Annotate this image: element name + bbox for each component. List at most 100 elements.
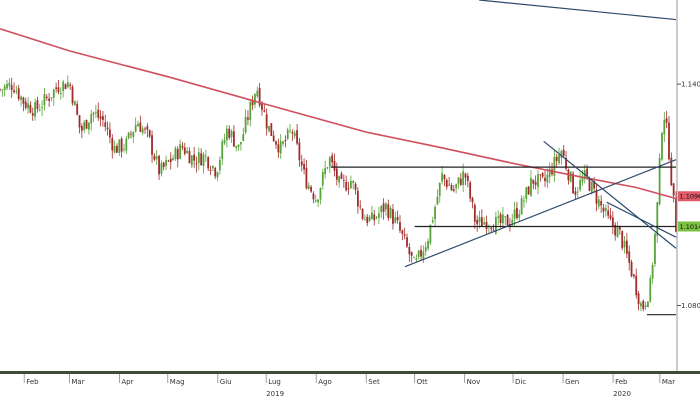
- x-tick-label: Ago: [318, 378, 332, 386]
- candle-body: [661, 132, 663, 160]
- candle-body: [106, 127, 109, 130]
- price-tags: 1.1096 1.1014: [678, 191, 700, 232]
- candle-body: [656, 202, 659, 236]
- candle-body: [279, 141, 282, 154]
- candle-body: [427, 241, 429, 249]
- candle-body: [160, 163, 163, 174]
- candle-body: [527, 186, 530, 195]
- candle-body: [73, 101, 76, 106]
- candle-body: [462, 171, 465, 185]
- candle-body: [305, 167, 308, 189]
- candle-body: [492, 229, 495, 231]
- candle-body: [466, 175, 469, 181]
- candle-body: [202, 154, 205, 166]
- candle-body: [410, 251, 413, 256]
- candle-body: [207, 157, 210, 169]
- candle-body: [125, 138, 128, 151]
- trendline: [479, 0, 677, 21]
- candle-body: [480, 217, 483, 227]
- candle-body: [523, 200, 525, 202]
- candle-body: [586, 168, 589, 176]
- candle-body: [450, 185, 453, 190]
- candle-body: [69, 84, 72, 86]
- candle-body: [368, 216, 371, 221]
- x-tick-label: Mar: [662, 378, 675, 386]
- candle-body: [445, 179, 448, 188]
- candle-body: [623, 240, 626, 248]
- candle-body: [158, 155, 160, 175]
- trendline-layer: [330, 0, 677, 316]
- candle-body: [118, 139, 121, 153]
- candle-body: [504, 216, 507, 218]
- candle-body: [123, 148, 125, 150]
- candle-body: [532, 179, 535, 184]
- candle-body: [328, 157, 331, 167]
- candle-body: [183, 147, 186, 154]
- candle-body: [406, 237, 408, 247]
- candle-body: [214, 167, 217, 177]
- x-tick-label: Lug: [268, 378, 281, 386]
- candle-body: [469, 182, 472, 199]
- candle-body: [658, 157, 661, 205]
- candle-body: [443, 174, 446, 180]
- candle-body: [371, 212, 373, 220]
- candle-body: [354, 183, 357, 190]
- candle-body: [83, 122, 86, 130]
- candle-body: [537, 174, 539, 188]
- candle-body: [618, 225, 621, 230]
- trendline: [543, 140, 677, 249]
- candle-body: [647, 301, 649, 308]
- candle-body: [6, 84, 8, 89]
- candle-body: [448, 184, 451, 186]
- candle-body: [363, 219, 366, 221]
- candle-body: [174, 148, 177, 160]
- candle-body: [558, 155, 560, 164]
- candle-body: [130, 133, 132, 135]
- y-tick-label: 1.1400: [681, 81, 700, 89]
- candle-body: [417, 250, 420, 257]
- candle-body: [132, 131, 135, 137]
- candle-body: [616, 227, 619, 238]
- candle-body: [298, 142, 301, 161]
- candle-body: [41, 107, 44, 109]
- candle-body: [520, 198, 523, 215]
- candle-body: [195, 163, 198, 165]
- candle-body: [268, 125, 270, 132]
- candle-body: [27, 103, 29, 109]
- candle-body: [237, 144, 240, 147]
- candle-body: [151, 135, 153, 155]
- candle-body: [473, 204, 476, 222]
- candle-body: [534, 182, 537, 185]
- x-tick-label: Apr: [121, 378, 133, 386]
- candle-body: [392, 209, 394, 224]
- candle-body: [380, 205, 383, 213]
- candle-body: [560, 150, 563, 158]
- candle-body: [233, 131, 235, 147]
- candle-body: [595, 190, 598, 204]
- candle-body: [66, 82, 69, 88]
- x-axis-bar: [0, 371, 700, 374]
- candle-body: [597, 199, 600, 207]
- x-axis: Feb Mar Apr Mag Giu Lug Ago Set Ott Nov Dic Gen Feb M…: [0, 371, 700, 398]
- candle-body: [277, 144, 280, 153]
- candle-body: [87, 122, 90, 130]
- candle-body: [228, 128, 231, 139]
- candle-body: [38, 109, 41, 111]
- candle-body: [99, 116, 102, 119]
- candle-body: [576, 191, 579, 193]
- candle-body: [441, 173, 443, 182]
- candle-body: [562, 149, 565, 157]
- moving-average-layer: [0, 28, 677, 200]
- candle-body: [76, 103, 79, 115]
- candle-body: [48, 98, 51, 101]
- candle-body: [282, 141, 284, 144]
- candle-body: [97, 109, 100, 118]
- candle-body: [263, 110, 266, 112]
- candle-body: [464, 173, 467, 178]
- candle-body: [420, 249, 422, 257]
- candle-body: [356, 190, 359, 207]
- candle-body: [331, 155, 334, 163]
- candle-body: [611, 217, 614, 227]
- candle-body: [59, 92, 62, 94]
- candle-body: [10, 85, 13, 91]
